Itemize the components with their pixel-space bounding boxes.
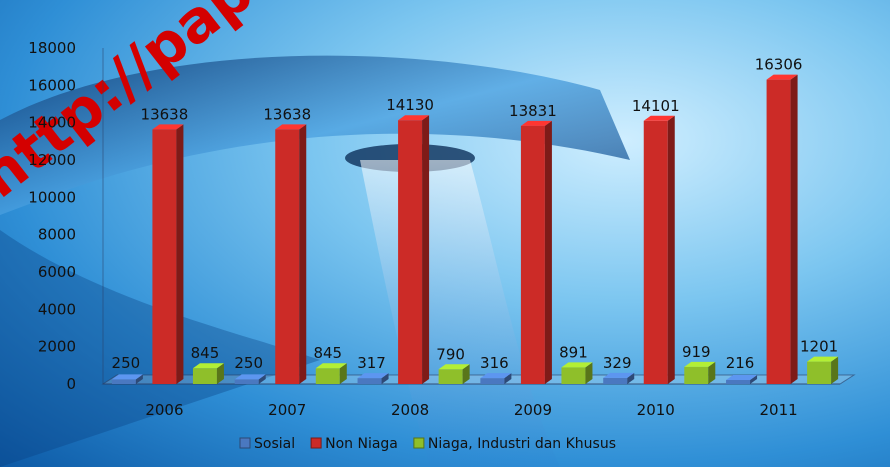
x-tick-label: 2011 — [759, 401, 797, 419]
bar-side — [216, 363, 224, 384]
bar — [520, 125, 545, 384]
legend-swatch — [239, 437, 251, 449]
legend-label: Non Niaga — [325, 436, 398, 452]
bar-top — [234, 374, 266, 380]
bar-side — [299, 124, 307, 384]
bar-top — [726, 374, 758, 380]
bar-side — [258, 374, 266, 384]
data-label: 250 — [234, 354, 263, 372]
bar-top — [520, 120, 552, 126]
bar-top — [438, 364, 470, 370]
bar-side — [627, 372, 635, 384]
bar — [643, 120, 668, 384]
data-label: 845 — [313, 344, 342, 362]
bar-side — [831, 356, 839, 384]
bar-side — [381, 373, 389, 384]
bar — [480, 378, 505, 384]
bar-top — [807, 356, 839, 362]
bar-side — [422, 115, 430, 385]
y-tick-label: 12000 — [28, 151, 76, 169]
bar — [766, 79, 791, 384]
bar — [807, 361, 832, 384]
bar — [561, 367, 586, 384]
bar — [726, 379, 751, 384]
y-tick-label: 16000 — [28, 76, 76, 94]
y-tick-label: 10000 — [28, 188, 76, 206]
data-label: 13831 — [509, 102, 557, 120]
data-label: 919 — [682, 343, 711, 361]
data-label: 317 — [357, 354, 386, 372]
x-tick-label: 2010 — [637, 401, 675, 419]
bar-top — [561, 362, 593, 368]
bar — [603, 377, 628, 384]
bar-top — [315, 363, 347, 369]
data-label: 216 — [726, 354, 755, 372]
legend-swatch — [310, 437, 322, 449]
bar — [152, 129, 177, 384]
y-tick-label: 2000 — [38, 338, 76, 356]
bar — [111, 379, 136, 384]
legend: Sosial Non Niaga Niaga, Industri dan Khusu… — [239, 436, 616, 452]
legend-swatch — [413, 437, 425, 449]
x-tick-label: 2009 — [514, 401, 552, 419]
y-tick-label: 4000 — [38, 300, 76, 318]
bar — [275, 129, 300, 384]
x-tick-label: 2007 — [268, 401, 306, 419]
legend-label: Niaga, Industri dan Khusus — [428, 436, 616, 452]
bar — [684, 366, 709, 384]
bar-side — [667, 115, 675, 384]
data-label: 14130 — [386, 96, 434, 114]
bar-top — [152, 124, 184, 130]
x-tick-label: 2006 — [145, 401, 183, 419]
y-tick-label: 6000 — [38, 263, 76, 281]
bar-side — [504, 373, 512, 384]
bar-side — [135, 374, 143, 384]
data-label: 250 — [112, 354, 141, 372]
bar-top — [684, 361, 716, 367]
bar — [234, 379, 259, 384]
bar — [438, 369, 463, 384]
bar-top — [111, 374, 143, 380]
bar-side — [462, 364, 470, 384]
data-label: 13638 — [141, 105, 189, 123]
y-tick-label: 8000 — [38, 226, 76, 244]
x-tick-label: 2008 — [391, 401, 429, 419]
data-label: 845 — [191, 344, 220, 362]
bar-top — [398, 115, 430, 121]
data-label: 14101 — [632, 97, 680, 115]
bar-top — [192, 363, 224, 369]
bar-side — [750, 374, 758, 384]
bar — [192, 368, 217, 384]
data-label: 316 — [480, 354, 509, 372]
bar-side — [790, 74, 798, 384]
data-label: 1201 — [800, 338, 838, 356]
bar-side — [176, 124, 184, 384]
bar-top — [357, 373, 389, 379]
bar-top — [643, 115, 675, 121]
plot-area: 0 2000 4000 6000 8000 10000 12000 14000 16000 180… — [28, 39, 856, 419]
bar — [357, 378, 382, 384]
y-tick-label: 0 — [66, 375, 76, 393]
bar-top — [480, 373, 512, 379]
y-tick-label: 18000 — [28, 39, 76, 57]
bar-side — [585, 362, 593, 384]
legend-label: Sosial — [254, 436, 295, 452]
bar-top — [766, 74, 798, 80]
data-label: 329 — [603, 354, 632, 372]
data-label: 891 — [559, 343, 588, 361]
bar — [315, 368, 340, 384]
y-tick-label: 14000 — [28, 114, 76, 132]
data-label: 790 — [436, 345, 465, 363]
bar-top — [275, 124, 307, 130]
data-label: 16306 — [755, 56, 803, 74]
data-label: 13638 — [263, 105, 311, 123]
bar-side — [544, 120, 552, 384]
bar-side — [339, 363, 347, 384]
bar-side — [708, 361, 716, 384]
bar — [398, 120, 423, 385]
bar-top — [603, 372, 635, 378]
